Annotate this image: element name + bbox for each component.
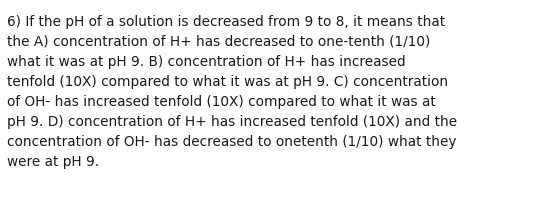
- Text: 6) If the pH of a solution is decreased from 9 to 8, it means that
the A) concen: 6) If the pH of a solution is decreased …: [7, 15, 457, 169]
